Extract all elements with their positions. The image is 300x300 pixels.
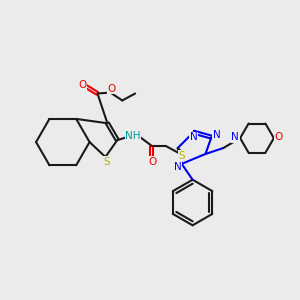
Text: O: O [107, 84, 116, 94]
Text: O: O [275, 132, 283, 142]
Text: N: N [190, 132, 197, 142]
Text: N: N [212, 130, 220, 140]
Text: S: S [178, 151, 185, 161]
Text: O: O [79, 80, 87, 90]
Text: O: O [149, 157, 157, 167]
Text: NH: NH [125, 131, 141, 141]
Text: N: N [231, 132, 239, 142]
Text: S: S [103, 157, 110, 167]
Text: N: N [174, 162, 182, 172]
